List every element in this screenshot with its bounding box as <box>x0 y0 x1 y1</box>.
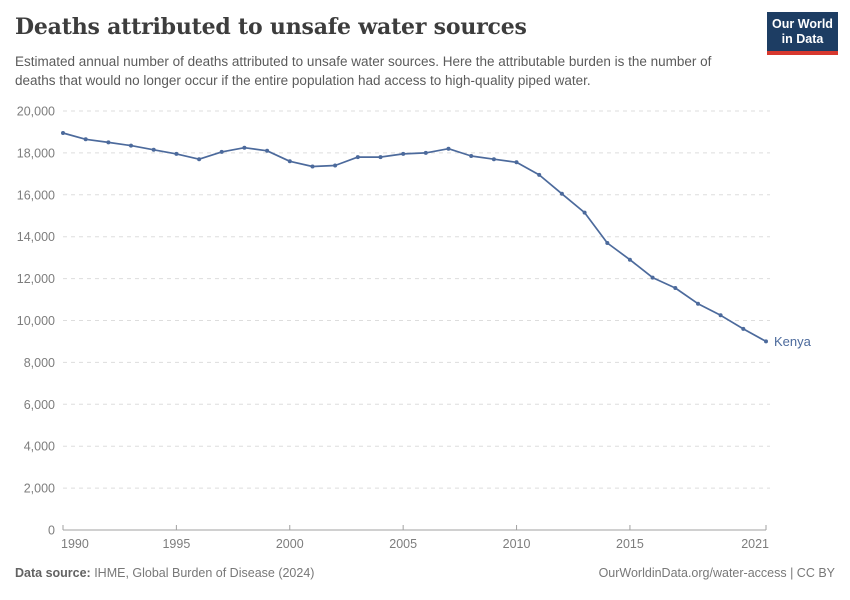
chart-footer: Data source: IHME, Global Burden of Dise… <box>15 566 835 580</box>
data-point <box>423 150 428 155</box>
data-point <box>469 154 474 158</box>
data-source-text: IHME, Global Burden of Disease (2024) <box>90 566 315 580</box>
y-tick-label: 12,000 <box>17 272 55 286</box>
entity-label: Kenya <box>774 334 812 349</box>
data-point <box>129 143 133 148</box>
y-tick-label: 10,000 <box>17 314 55 328</box>
data-point <box>333 163 338 168</box>
data-point <box>650 275 655 280</box>
x-tick-label: 2015 <box>616 537 644 551</box>
y-tick-label: 4,000 <box>24 440 55 454</box>
x-tick-label: 2005 <box>389 537 417 551</box>
y-tick-label: 6,000 <box>24 398 55 412</box>
data-point <box>741 326 746 331</box>
data-point <box>582 210 587 215</box>
owid-logo[interactable]: Our World in Data <box>767 12 838 55</box>
data-source-label: Data source: <box>15 566 91 580</box>
data-point <box>197 157 202 162</box>
y-tick-label: 0 <box>48 524 55 538</box>
data-point <box>559 191 564 196</box>
y-tick-label: 8,000 <box>24 356 55 370</box>
data-point <box>514 160 519 165</box>
x-tick-label: 2000 <box>276 537 304 551</box>
data-point <box>537 172 542 177</box>
data-point <box>627 257 632 262</box>
data-point <box>491 157 496 162</box>
data-source: Data source: IHME, Global Burden of Dise… <box>15 566 314 580</box>
data-point <box>718 313 723 318</box>
data-point <box>605 241 610 245</box>
x-tick-label: 2021 <box>741 537 769 551</box>
data-point <box>106 140 111 145</box>
page-title: Deaths attributed to unsafe water source… <box>15 14 527 40</box>
owid-logo-line2: in Data <box>781 32 824 46</box>
data-point <box>355 155 360 160</box>
data-point <box>83 137 88 142</box>
footer-link[interactable]: OurWorldinData.org/water-access | CC BY <box>598 566 835 580</box>
x-tick-label: 1990 <box>61 537 89 551</box>
data-point <box>174 151 179 156</box>
data-point <box>696 301 700 306</box>
y-tick-label: 20,000 <box>17 105 55 119</box>
data-point <box>764 339 768 344</box>
chart-subtitle: Estimated annual number of deaths attrib… <box>15 54 712 88</box>
data-point <box>401 151 406 156</box>
data-point <box>61 131 65 135</box>
x-tick-label: 1995 <box>162 537 190 551</box>
data-point <box>242 145 247 150</box>
y-tick-label: 16,000 <box>17 188 55 202</box>
series-line-kenya <box>62 132 767 343</box>
data-point <box>446 146 451 151</box>
y-tick-label: 14,000 <box>17 230 55 244</box>
data-point <box>151 147 156 152</box>
y-tick-label: 18,000 <box>17 146 55 160</box>
data-point <box>378 155 383 160</box>
data-point <box>673 286 678 290</box>
owid-logo-line1: Our World <box>772 17 833 31</box>
data-point <box>310 164 315 169</box>
x-tick-label: 2010 <box>503 537 531 551</box>
data-point <box>265 148 270 153</box>
y-tick-label: 2,000 <box>24 482 55 496</box>
data-point <box>219 149 224 154</box>
data-point <box>287 159 292 164</box>
